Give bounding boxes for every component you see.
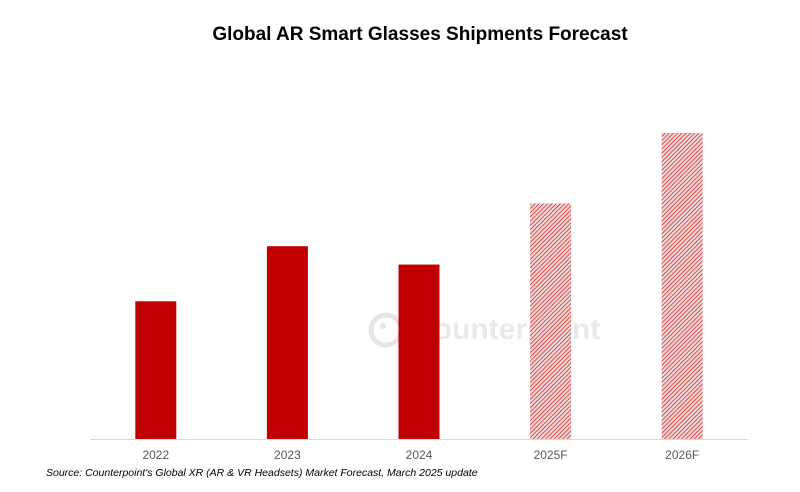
bar-2024 (398, 264, 440, 439)
x-tick-label: 2026F (665, 448, 699, 462)
bar-2023 (266, 246, 308, 439)
x-tick-label: 2023 (274, 448, 301, 462)
bar-2025f (530, 203, 572, 439)
bar-2022 (135, 301, 177, 439)
source-note: Source: Counterpoint's Global XR (AR & V… (46, 467, 478, 479)
x-tick-label: 2022 (142, 448, 169, 462)
x-tick-label: 2024 (406, 448, 433, 462)
bar-2026f (661, 133, 703, 439)
chart-title: Global AR Smart Glasses Shipments Foreca… (212, 24, 628, 45)
x-tick-label: 2025F (534, 448, 568, 462)
